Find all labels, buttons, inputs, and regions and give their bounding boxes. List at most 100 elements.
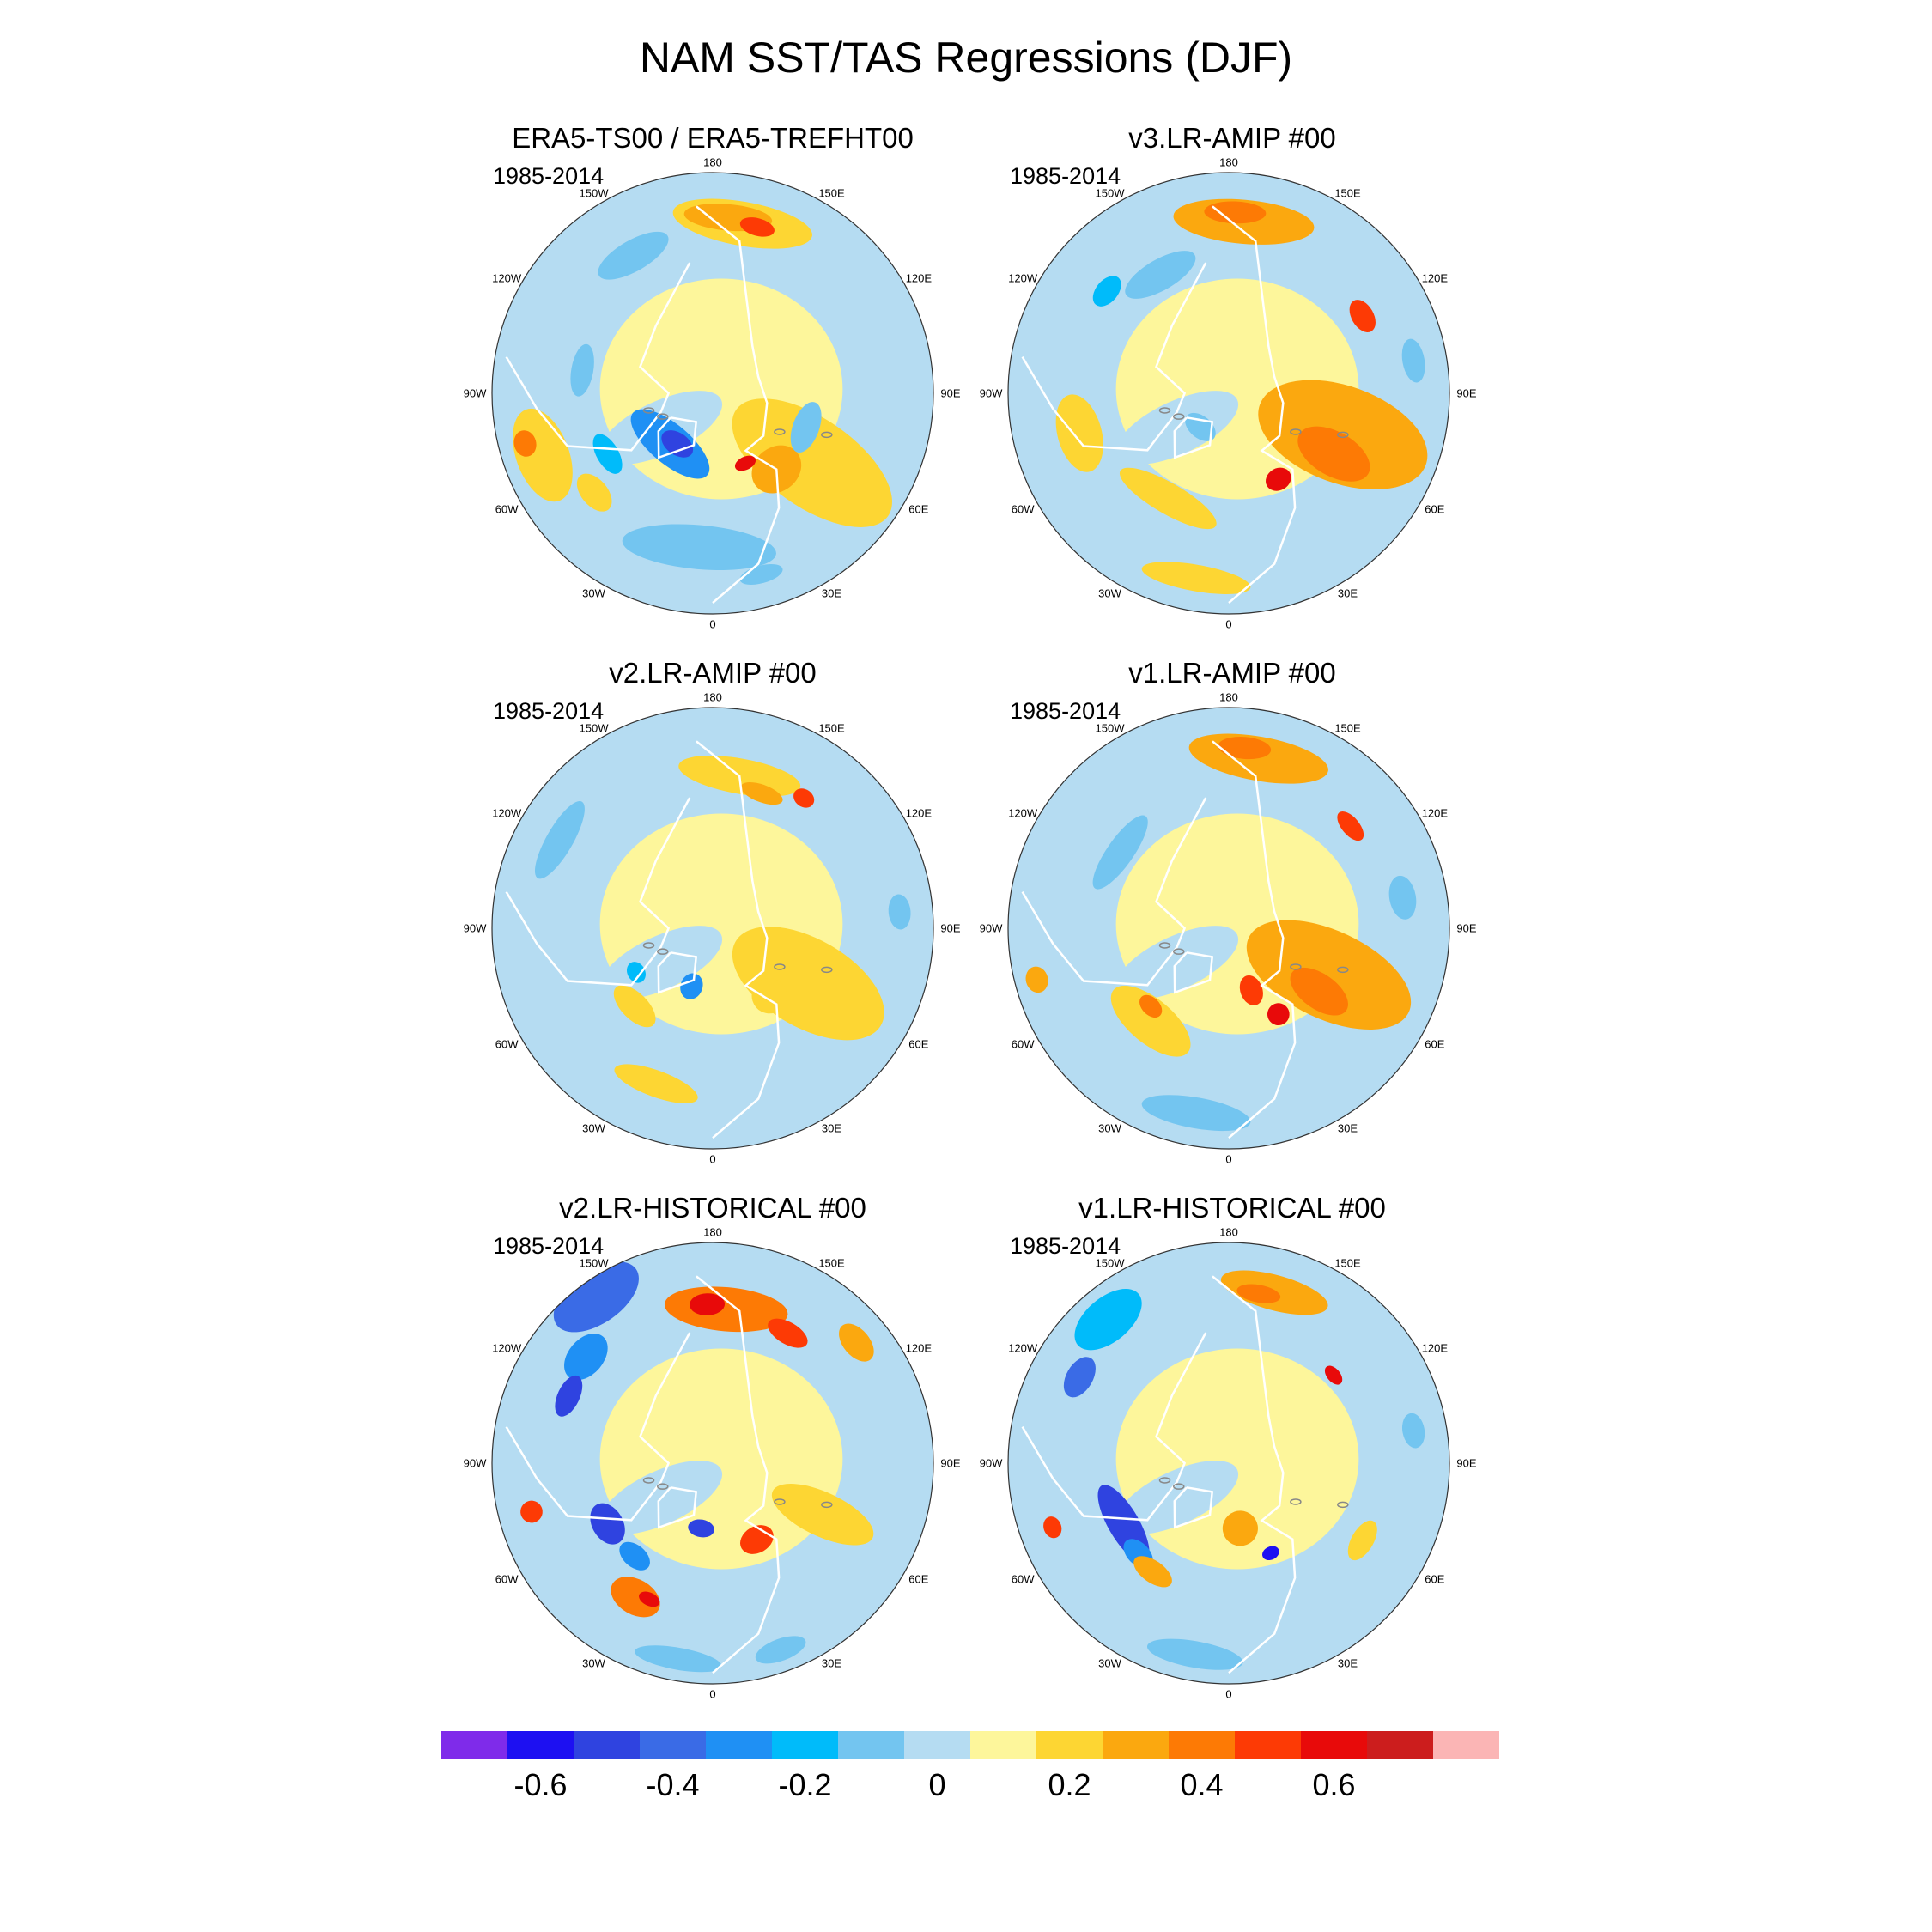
lon-label: 60W	[495, 1037, 519, 1050]
lake	[657, 413, 669, 420]
lon-label: 60E	[908, 502, 929, 515]
anomaly-region	[1290, 967, 1348, 1016]
lon-label: 60W	[495, 502, 519, 515]
anomaly-region	[613, 985, 656, 1028]
coastline	[1021, 1332, 1207, 1522]
anomaly-region	[513, 430, 537, 457]
map-boundary	[1007, 707, 1450, 1150]
lon-label: 30E	[1337, 1656, 1358, 1670]
anomaly-region	[793, 788, 815, 808]
anomaly-region	[768, 1318, 808, 1348]
lake	[774, 1498, 786, 1505]
lon-label: 90E	[940, 1456, 961, 1470]
colorbar-swatch	[772, 1731, 838, 1759]
anomaly-region	[1266, 467, 1291, 491]
anomaly-region	[1074, 1288, 1142, 1351]
lon-label: 90W	[463, 386, 487, 400]
anomaly-region	[590, 1503, 625, 1545]
colorbar-swatch	[1433, 1731, 1499, 1759]
lon-label: 60W	[495, 1572, 519, 1585]
lon-label: 180	[1219, 1225, 1238, 1239]
anomaly-region	[622, 524, 776, 570]
anomaly-region	[661, 430, 694, 458]
colorbar-swatch	[640, 1731, 706, 1759]
colorbar-swatch	[1235, 1731, 1301, 1759]
anomaly-region	[1141, 1095, 1251, 1132]
colorbar-swatch	[1169, 1731, 1235, 1759]
coastline	[696, 740, 781, 1139]
anomaly-region	[1139, 994, 1163, 1018]
coastline	[696, 205, 781, 605]
lon-label: 120W	[1008, 806, 1038, 819]
anomaly-region	[635, 1645, 722, 1673]
lon-label: 180	[1219, 155, 1238, 169]
colorbar-swatch	[904, 1731, 970, 1759]
lake	[821, 1501, 833, 1509]
lon-label: 150W	[579, 1256, 609, 1270]
lon-label: 150E	[818, 1256, 845, 1270]
lon-label: 0	[1225, 1687, 1232, 1701]
lon-label: 0	[1225, 1152, 1232, 1166]
lon-label: 150W	[579, 721, 609, 735]
anomaly-region	[1119, 467, 1217, 530]
anomaly-region	[1092, 276, 1121, 307]
map-boundary	[1007, 1242, 1450, 1685]
lon-label: 90W	[979, 921, 1003, 935]
anomaly-region	[592, 434, 623, 474]
colorbar-swatch	[574, 1731, 640, 1759]
anomaly-region	[1267, 1003, 1290, 1026]
anomaly-region	[1401, 1413, 1425, 1449]
map-v3-amip	[1007, 172, 1450, 615]
map-boundary	[491, 172, 934, 615]
lake	[1173, 1483, 1185, 1490]
anomaly-region	[771, 1483, 874, 1546]
lon-label: 60E	[1425, 502, 1445, 515]
coastline	[657, 1486, 698, 1529]
lon-label: 150W	[1095, 186, 1125, 200]
anomaly-region	[1133, 1556, 1172, 1588]
lake	[1158, 1477, 1171, 1484]
anomaly-region	[576, 473, 612, 512]
lake	[1173, 413, 1185, 420]
coastline	[505, 262, 691, 452]
lake	[1158, 942, 1171, 949]
lon-label: 120W	[492, 1341, 522, 1354]
anomaly-region	[732, 927, 884, 1041]
lon-label: 150E	[1334, 1256, 1361, 1270]
map-v1-historical	[1007, 1242, 1450, 1685]
period-label-v1-historical: 1985-2014	[1010, 1233, 1121, 1259]
lake	[821, 431, 833, 439]
coastline	[1212, 1275, 1297, 1674]
lon-label: 60E	[908, 1037, 929, 1050]
lake	[1337, 1501, 1349, 1509]
coastline	[1173, 951, 1214, 994]
lon-label: 30W	[1098, 1656, 1121, 1670]
colorbar-swatch	[507, 1731, 574, 1759]
anomaly-region	[611, 1577, 660, 1618]
lon-label: 90E	[1456, 386, 1477, 400]
lon-label: 150E	[818, 721, 845, 735]
lon-label: 30W	[1098, 1121, 1121, 1135]
colorbar-swatch	[838, 1731, 904, 1759]
colorbar-label: 0.2	[1048, 1767, 1091, 1802]
map-v2-amip	[491, 707, 934, 1150]
coastline	[1021, 797, 1207, 987]
map-v1-amip	[1007, 707, 1450, 1150]
lon-label: 120E	[905, 1341, 933, 1354]
map-v2-historical	[491, 1242, 934, 1685]
anomaly-region	[734, 455, 756, 471]
lon-label: 120W	[492, 806, 522, 819]
lon-label: 180	[703, 1225, 722, 1239]
anomaly-region	[740, 781, 783, 805]
map-boundary	[491, 1242, 934, 1685]
anomaly-region	[598, 231, 669, 280]
anomaly-region	[688, 1519, 714, 1538]
figure-title: NAM SST/TAS Regressions (DJF)	[639, 33, 1293, 82]
lon-label: 120E	[905, 271, 933, 284]
lon-label: 180	[703, 155, 722, 169]
anomaly-region	[755, 1636, 806, 1664]
anomaly-region	[739, 217, 775, 237]
anomaly-region	[1185, 412, 1216, 441]
panel-title-v2-historical: v2.LR-HISTORICAL #00	[559, 1192, 866, 1224]
anomaly-region	[1337, 811, 1364, 841]
